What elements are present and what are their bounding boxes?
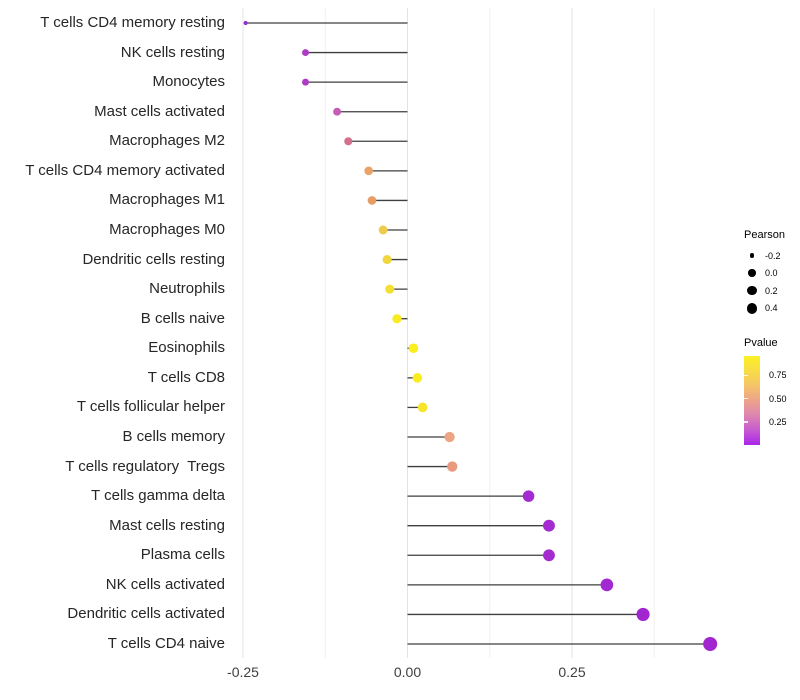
legend-size-dot-icon [747,286,757,296]
pearson-legend-entry: 0.4 [744,300,800,318]
y-axis-label: Mast cells activated [94,102,225,120]
y-axis-label: Mast cells resting [109,516,225,534]
pearson-size-legend: Pearson -0.2 0.0 0.2 0.4 [744,228,800,317]
y-axis-label: NK cells resting [120,43,225,61]
y-axis-label: B cells naive [140,309,225,327]
legend-dot-column [744,269,760,278]
y-axis-label: T cells CD4 naive [107,634,225,652]
lollipop-dot [703,636,718,651]
y-axis-label: Macrophages M1 [109,191,225,209]
lollipop-dot [392,314,402,324]
y-axis-label: Plasma cells [140,546,225,564]
y-axis-label: Macrophages M2 [109,132,225,150]
pearson-legend-entry: -0.2 [744,247,800,265]
lollipop-dot [302,49,309,57]
lollipop-dot [543,549,555,562]
lollipop-dot [412,373,423,383]
y-axis-label: T cells CD8 [147,368,225,386]
lollipop-dot [543,519,555,532]
legend-dot-column [744,286,760,296]
x-axis-tick-label: 0.25 [558,664,586,680]
pvalue-colorbar [744,356,760,445]
lollipop-dot [378,225,388,235]
y-axis-label: T cells regulatory Tregs [65,457,225,475]
x-axis-tick-label: -0.25 [227,664,259,680]
y-axis-label: Monocytes [152,73,225,91]
y-axis-label: Dendritic cells resting [82,250,225,268]
x-axis-tick-label: 0.00 [393,664,422,680]
lollipop-dot [344,137,353,146]
lollipop-dot [385,284,395,294]
legend-dot-column [744,253,760,259]
lollipop-dot [444,431,455,443]
legend-dot-column [744,302,760,314]
pearson-legend-title: Pearson [744,229,785,241]
lollipop-dot [367,196,377,205]
legend-size-dot-icon [746,302,758,314]
pvalue-legend-title: Pvalue [744,337,778,349]
pvalue-color-legend: Pvalue 0.75 0.50 0.25 [744,336,800,445]
y-axis-label: Dendritic cells activated [67,605,225,623]
legend-size-label: 0.2 [765,285,778,296]
legend-size-label: 0.0 [765,268,778,279]
lollipop-dot [408,343,419,354]
y-axis-label: T cells CD4 memory resting [40,14,225,31]
y-axis-label: T cells gamma delta [91,487,225,505]
y-axis-label: Macrophages M0 [109,220,225,238]
legend-size-dot-icon [748,269,756,278]
y-axis-label: NK cells activated [105,575,225,593]
y-axis-label: Neutrophils [149,280,225,298]
lollipop-dot [600,578,614,592]
legend-size-dot-icon [749,253,755,259]
colorbar-tick [744,374,748,377]
lollipop-dot [636,607,650,622]
lollipop-dot [302,78,309,86]
legend-size-label: -0.2 [765,250,781,261]
pearson-legend-entry: 0.2 [744,282,800,300]
lollipop-dot [382,255,392,265]
y-axis-label: Eosinophils [148,339,225,357]
y-axis-label: T cells follicular helper [76,398,225,416]
lollipop-dot [243,20,248,26]
pearson-legend-entry: 0.0 [744,265,800,283]
lollipop-dot [364,166,373,176]
legend-size-label: 0.4 [765,303,778,314]
lollipop-dot [447,461,458,472]
colorbar-tick-label: 0.25 [769,416,787,427]
colorbar-tick [744,397,748,400]
y-axis-label: T cells CD4 memory activated [25,161,225,179]
pearson-legend-entries: -0.2 0.0 0.2 0.4 [744,247,800,317]
lollipop-dot [522,490,535,502]
lollipop-dot [417,402,428,413]
colorbar-tick [744,421,748,423]
y-axis-label: B cells memory [122,427,225,445]
pvalue-colorbar-wrap: 0.75 0.50 0.25 [744,356,800,445]
colorbar-tick-label: 0.75 [769,370,787,381]
colorbar-tick-label: 0.50 [769,393,787,404]
lollipop-dot [333,107,342,116]
